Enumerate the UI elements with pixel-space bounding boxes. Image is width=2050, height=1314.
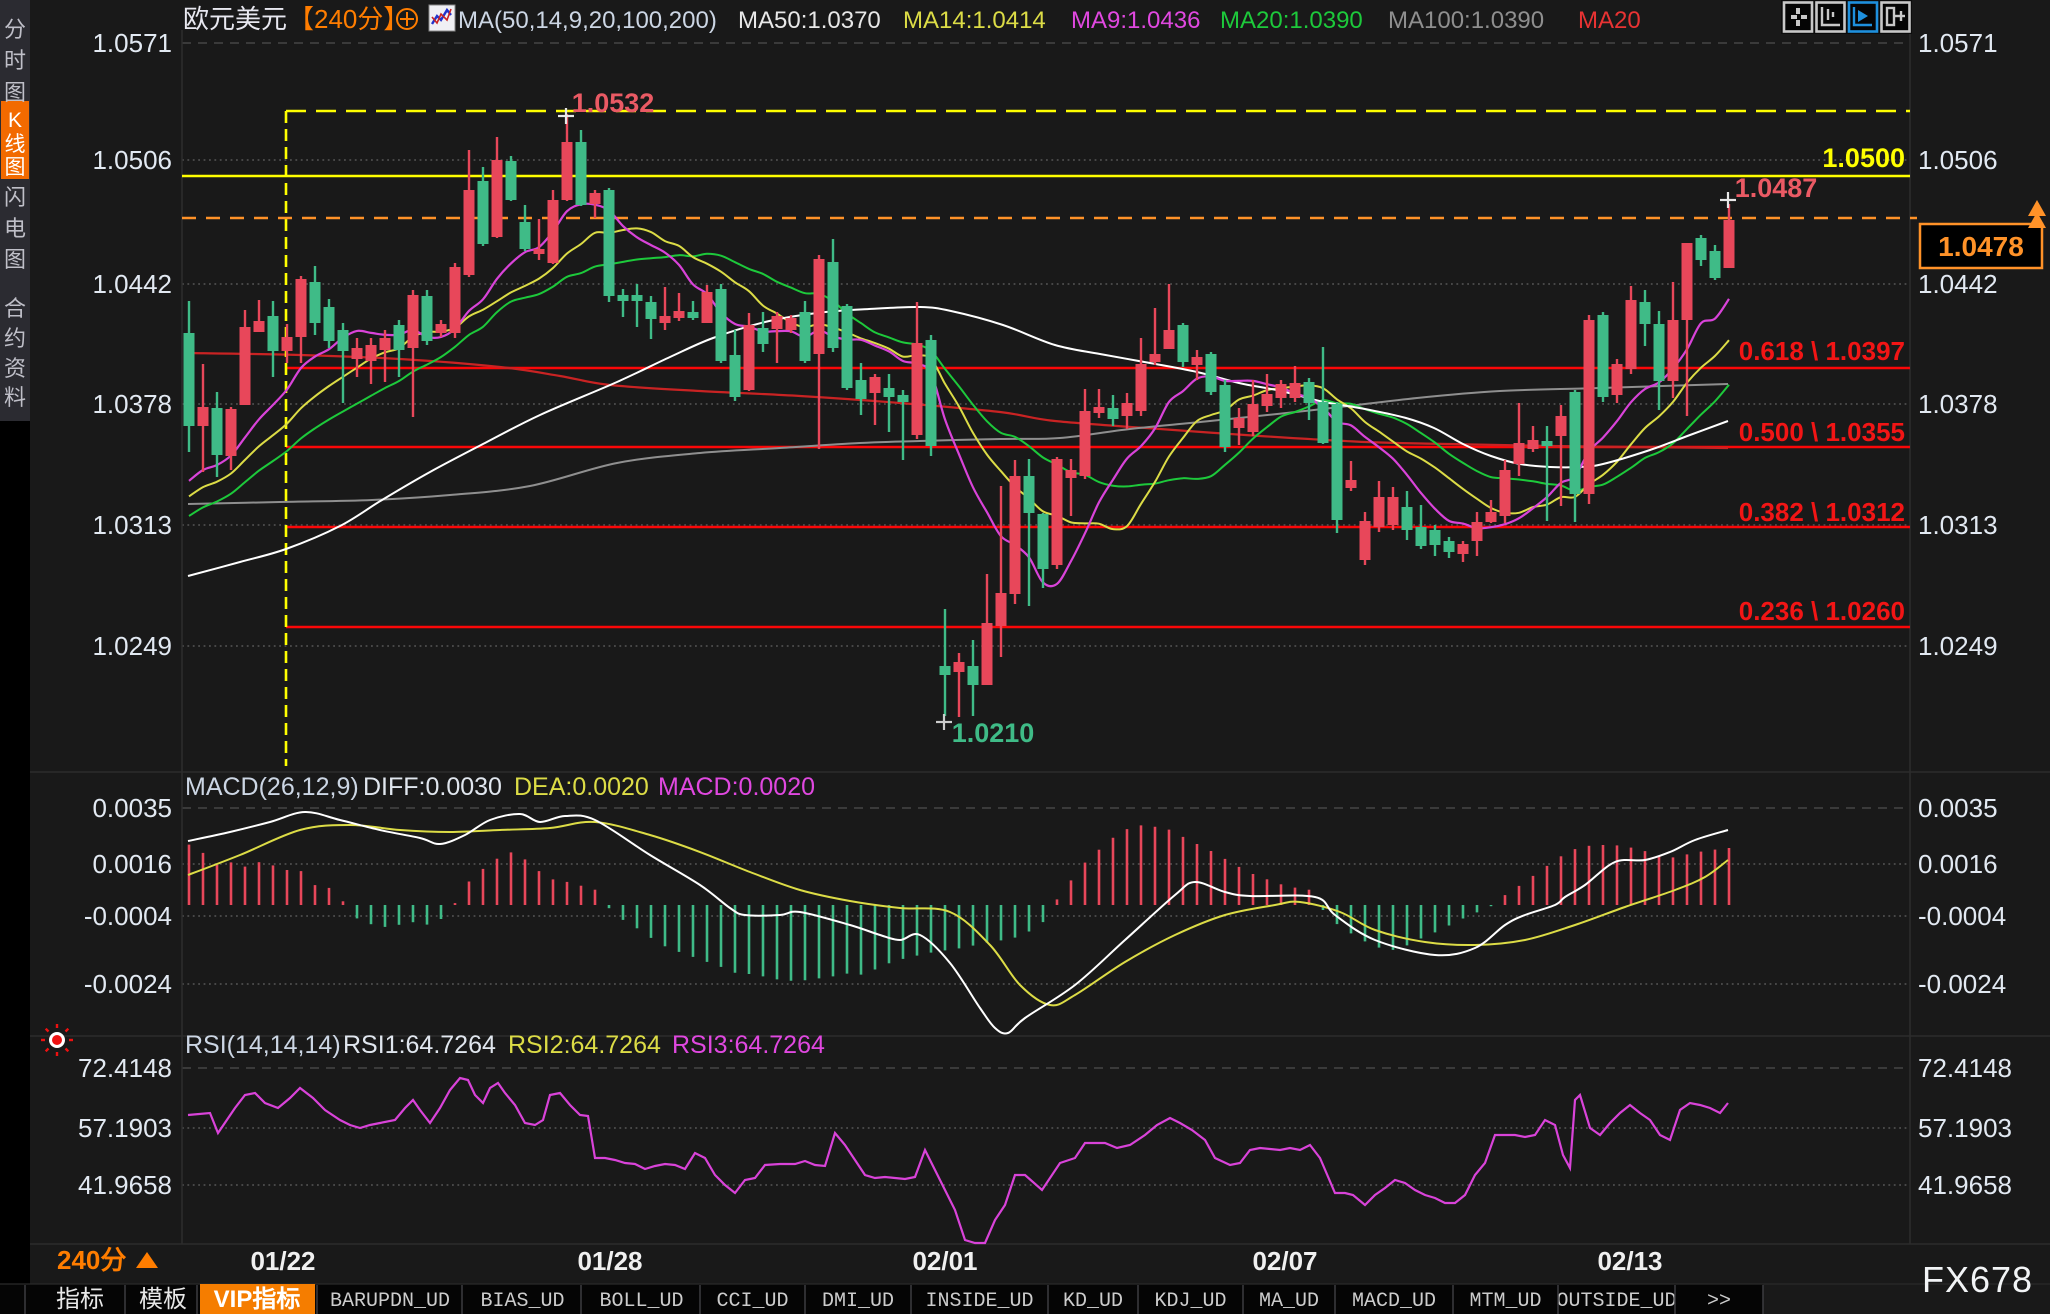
svg-text:图: 图 — [4, 247, 26, 272]
svg-text:BARUPDN_UD: BARUPDN_UD — [330, 1290, 450, 1313]
svg-text:1.0378: 1.0378 — [1918, 389, 1998, 419]
svg-text:闪: 闪 — [4, 185, 26, 210]
svg-text:图: 图 — [4, 80, 26, 105]
svg-text:MA50:1.0370: MA50:1.0370 — [738, 7, 881, 34]
svg-text:图: 图 — [5, 156, 26, 179]
svg-text:1.0571: 1.0571 — [92, 28, 172, 58]
svg-text:0.236 \ 1.0260: 0.236 \ 1.0260 — [1739, 596, 1905, 626]
svg-text:KD_UD: KD_UD — [1063, 1290, 1123, 1313]
svg-text:CCI_UD: CCI_UD — [716, 1290, 788, 1313]
svg-text:MA_UD: MA_UD — [1259, 1290, 1319, 1313]
svg-text:1.0442: 1.0442 — [1918, 269, 1998, 299]
svg-text:DEA:0.0020: DEA:0.0020 — [514, 773, 649, 801]
svg-text:MA(50,14,9,20,100,200): MA(50,14,9,20,100,200) — [458, 7, 717, 34]
svg-text:240分: 240分 — [57, 1245, 126, 1275]
svg-text:0.0035: 0.0035 — [92, 793, 172, 823]
svg-text:>>: >> — [1707, 1290, 1731, 1313]
svg-text:RSI1:64.7264: RSI1:64.7264 — [343, 1031, 496, 1059]
svg-text:57.1903: 57.1903 — [1918, 1113, 2012, 1143]
svg-text:MA14:1.0414: MA14:1.0414 — [903, 7, 1046, 34]
svg-text:约: 约 — [4, 326, 26, 351]
svg-text:1.0210: 1.0210 — [952, 718, 1035, 748]
svg-text:时: 时 — [4, 48, 26, 73]
svg-text:合: 合 — [4, 296, 26, 321]
svg-text:电: 电 — [4, 216, 26, 241]
svg-text:72.4148: 72.4148 — [1918, 1053, 2012, 1083]
svg-text:-0.0024: -0.0024 — [1918, 969, 2006, 999]
svg-text:OUTSIDE_UD: OUTSIDE_UD — [1556, 1290, 1676, 1313]
svg-text:KDJ_UD: KDJ_UD — [1154, 1290, 1226, 1313]
svg-text:0.618 \ 1.0397: 0.618 \ 1.0397 — [1739, 336, 1905, 366]
svg-text:RSI3:64.7264: RSI3:64.7264 — [672, 1031, 825, 1059]
svg-text:MACD:0.0020: MACD:0.0020 — [658, 773, 815, 801]
svg-text:1.0487: 1.0487 — [1735, 173, 1818, 203]
svg-text:-0.0004: -0.0004 — [1918, 901, 2006, 931]
svg-text:1.0313: 1.0313 — [1918, 510, 1998, 540]
svg-text:MA9:1.0436: MA9:1.0436 — [1071, 7, 1200, 34]
svg-text:INSIDE_UD: INSIDE_UD — [925, 1290, 1033, 1313]
svg-text:BIAS_UD: BIAS_UD — [480, 1290, 564, 1313]
svg-text:分: 分 — [4, 17, 26, 42]
svg-text:01/22: 01/22 — [250, 1246, 315, 1276]
svg-text:0.500 \ 1.0355: 0.500 \ 1.0355 — [1739, 417, 1905, 447]
svg-text:1.0532: 1.0532 — [572, 88, 655, 118]
svg-text:02/13: 02/13 — [1597, 1246, 1662, 1276]
svg-text:0.0016: 0.0016 — [92, 849, 172, 879]
svg-text:02/07: 02/07 — [1252, 1246, 1317, 1276]
svg-text:01/28: 01/28 — [577, 1246, 642, 1276]
svg-text:DIFF:0.0030: DIFF:0.0030 — [363, 773, 502, 801]
svg-text:料: 料 — [4, 385, 26, 410]
svg-text:1.0313: 1.0313 — [92, 510, 172, 540]
svg-text:K: K — [8, 109, 22, 132]
svg-text:DMI_UD: DMI_UD — [822, 1290, 894, 1313]
svg-text:MA20:1.0390: MA20:1.0390 — [1220, 7, 1363, 34]
svg-text:MACD_UD: MACD_UD — [1352, 1290, 1436, 1313]
svg-text:1.0571: 1.0571 — [1918, 28, 1998, 58]
svg-text:02/01: 02/01 — [912, 1246, 977, 1276]
svg-text:RSI2:64.7264: RSI2:64.7264 — [508, 1031, 661, 1059]
svg-text:-0.0024: -0.0024 — [84, 969, 172, 999]
svg-text:1.0249: 1.0249 — [1918, 631, 1998, 661]
svg-text:-0.0004: -0.0004 — [84, 901, 172, 931]
svg-text:1.0506: 1.0506 — [1918, 145, 1998, 175]
svg-text:1.0249: 1.0249 — [92, 631, 172, 661]
svg-text:线: 线 — [5, 133, 26, 156]
svg-text:资: 资 — [4, 356, 26, 381]
svg-text:1.0442: 1.0442 — [92, 269, 172, 299]
svg-text:【240分】: 【240分】 — [288, 4, 409, 34]
svg-text:0.0035: 0.0035 — [1918, 793, 1998, 823]
svg-text:模板: 模板 — [139, 1286, 187, 1313]
svg-text:0.0016: 0.0016 — [1918, 849, 1998, 879]
svg-text:MTM_UD: MTM_UD — [1469, 1290, 1541, 1313]
svg-text:RSI(14,14,14): RSI(14,14,14) — [185, 1031, 341, 1059]
svg-text:MA100:1.0390: MA100:1.0390 — [1388, 7, 1544, 34]
svg-text:MACD(26,12,9): MACD(26,12,9) — [185, 773, 359, 801]
svg-text:1.0500: 1.0500 — [1822, 143, 1905, 173]
svg-text:57.1903: 57.1903 — [78, 1113, 172, 1143]
svg-text:MA20: MA20 — [1578, 7, 1641, 34]
svg-text:VIP指标: VIP指标 — [214, 1286, 301, 1313]
svg-text:1.0378: 1.0378 — [92, 389, 172, 419]
svg-text:72.4148: 72.4148 — [78, 1053, 172, 1083]
svg-text:欧元美元: 欧元美元 — [183, 4, 287, 34]
svg-text:BOLL_UD: BOLL_UD — [599, 1290, 683, 1313]
svg-text:FX678: FX678 — [1922, 1259, 2033, 1300]
svg-text:指标: 指标 — [56, 1286, 104, 1313]
svg-text:41.9658: 41.9658 — [1918, 1170, 2012, 1200]
svg-text:1.0506: 1.0506 — [92, 145, 172, 175]
svg-text:0.382 \ 1.0312: 0.382 \ 1.0312 — [1739, 497, 1905, 527]
svg-text:1.0478: 1.0478 — [1938, 231, 2024, 262]
svg-text:41.9658: 41.9658 — [78, 1170, 172, 1200]
